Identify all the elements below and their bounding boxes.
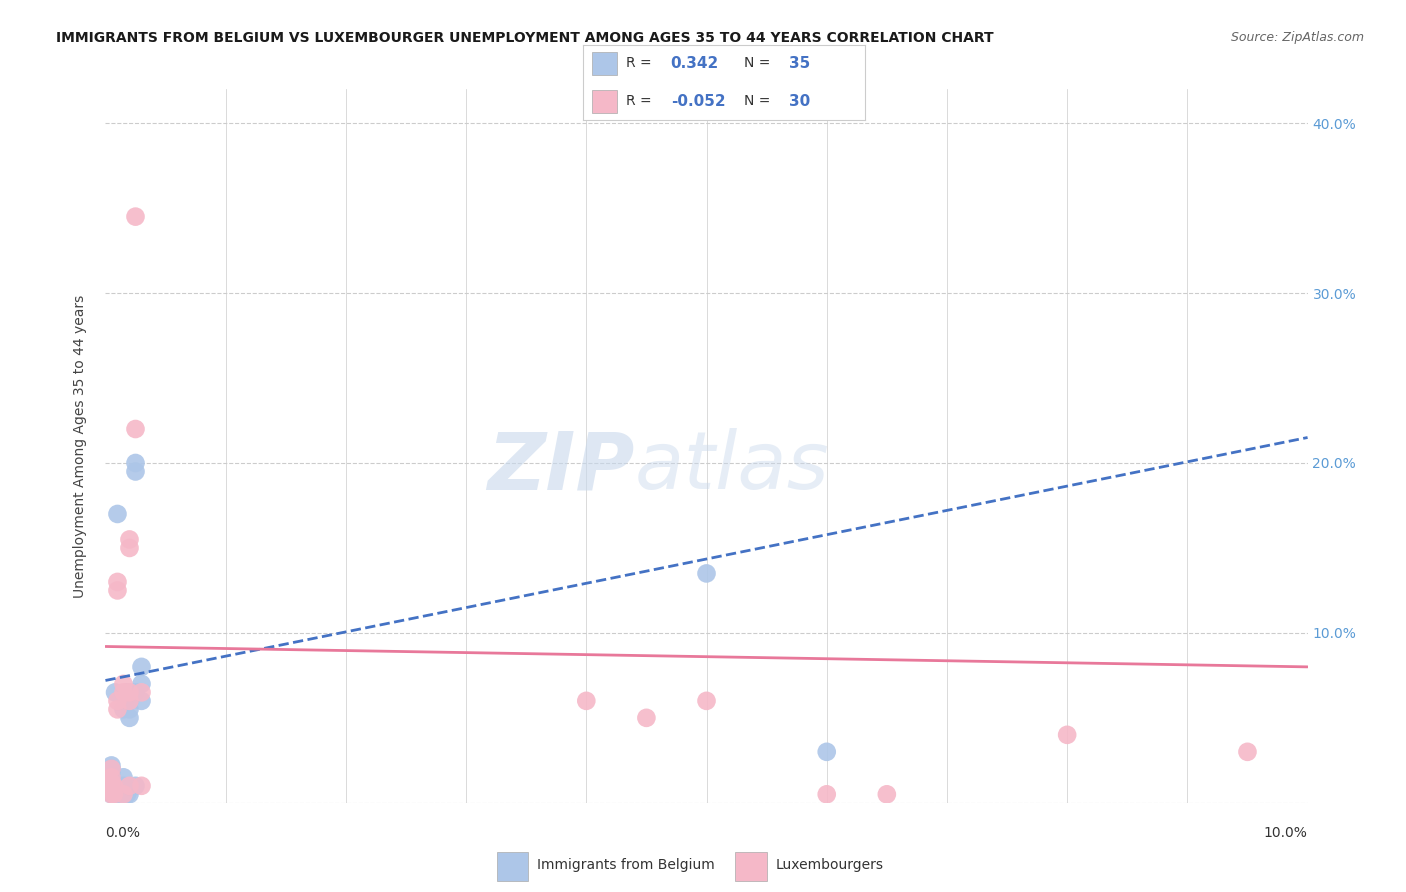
Text: 10.0%: 10.0% [1264,826,1308,839]
Point [815,787,838,801]
Point [103,779,125,793]
Text: 35: 35 [789,55,810,70]
Point [112,770,135,784]
Text: N =: N = [744,56,775,70]
Text: atlas: atlas [634,428,830,507]
Text: -0.052: -0.052 [671,94,725,109]
Point [118,694,141,708]
Point [100,762,122,776]
Point [118,702,141,716]
Text: Luxembourgers: Luxembourgers [776,858,883,872]
Point [100,782,122,797]
Point [696,566,718,581]
Point [112,677,135,691]
Point [115,694,138,708]
Point [112,685,135,699]
Point [107,782,129,797]
Point [636,711,658,725]
Text: N =: N = [744,94,775,108]
Point [100,775,122,789]
Point [112,787,135,801]
Point [131,779,153,793]
Point [118,694,141,708]
Point [112,787,135,801]
Point [118,533,141,547]
Point [1236,745,1258,759]
Point [104,685,127,699]
Point [118,779,141,793]
Point [100,758,122,772]
Point [131,660,153,674]
Point [107,787,129,801]
Text: ZIP: ZIP [486,428,634,507]
Point [100,762,122,776]
Point [107,779,129,793]
Point [107,583,129,598]
Point [575,694,598,708]
FancyBboxPatch shape [496,852,529,881]
Point [815,745,838,759]
Point [115,787,138,801]
Point [103,779,125,793]
Point [103,787,125,801]
Point [124,779,146,793]
Point [118,541,141,555]
FancyBboxPatch shape [592,52,617,75]
Point [107,694,129,708]
Point [1056,728,1078,742]
Point [107,574,129,589]
Text: Source: ZipAtlas.com: Source: ZipAtlas.com [1230,31,1364,45]
FancyBboxPatch shape [592,90,617,112]
Point [115,685,138,699]
Y-axis label: Unemployment Among Ages 35 to 44 years: Unemployment Among Ages 35 to 44 years [73,294,87,598]
Point [100,787,122,801]
Point [100,770,122,784]
Point [876,787,898,801]
Point [131,685,153,699]
Point [100,770,122,784]
Point [100,779,122,793]
Point [100,787,122,801]
Point [124,456,146,470]
FancyBboxPatch shape [735,852,766,881]
Point [118,711,141,725]
Point [100,775,122,789]
Text: Immigrants from Belgium: Immigrants from Belgium [537,858,714,872]
Text: IMMIGRANTS FROM BELGIUM VS LUXEMBOURGER UNEMPLOYMENT AMONG AGES 35 TO 44 YEARS C: IMMIGRANTS FROM BELGIUM VS LUXEMBOURGER … [56,31,994,45]
Point [107,507,129,521]
Text: 0.0%: 0.0% [105,826,141,839]
Point [100,782,122,797]
Text: 30: 30 [789,94,810,109]
Point [100,765,122,780]
Point [131,694,153,708]
Point [696,694,718,708]
Text: R =: R = [626,56,655,70]
Point [124,422,146,436]
Point [131,677,153,691]
Point [107,702,129,716]
Point [118,685,141,699]
Point [124,210,146,224]
Point [112,702,135,716]
Point [103,787,125,801]
Text: 0.342: 0.342 [671,55,718,70]
Point [124,685,146,699]
Point [112,779,135,793]
Point [124,465,146,479]
Text: R =: R = [626,94,655,108]
Point [118,787,141,801]
